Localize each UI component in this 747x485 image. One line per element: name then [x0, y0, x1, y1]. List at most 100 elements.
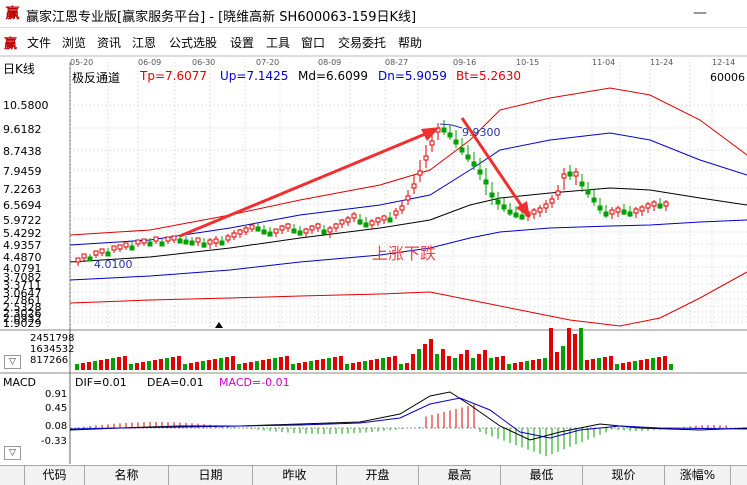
volume-bar — [429, 339, 433, 370]
column-open[interactable]: 开盘 — [336, 466, 418, 485]
price-tick: 4.0791 — [3, 262, 42, 275]
candle-body — [585, 189, 591, 195]
indicator-dn: Dn=5.9059 — [378, 69, 447, 83]
candle-body — [297, 230, 303, 236]
volume-bar — [261, 360, 265, 370]
volume-bar — [453, 358, 457, 370]
volume-bar — [435, 354, 439, 370]
candle-body — [579, 181, 585, 187]
candle-body — [117, 244, 123, 250]
volume-bar — [579, 328, 583, 370]
candle-body — [321, 229, 327, 235]
volume-bar — [237, 364, 241, 370]
volume-bar — [297, 363, 301, 370]
volume-bar — [393, 356, 397, 370]
volume-bar — [345, 364, 349, 370]
menu-window[interactable]: 窗口 — [301, 36, 326, 50]
minimize-button[interactable]: — — [693, 5, 707, 21]
volume-bar — [105, 359, 109, 370]
candle-body — [309, 225, 315, 231]
kline-chart-canvas[interactable] — [0, 0, 747, 465]
volume-bar — [291, 364, 295, 370]
price-tick: 4.4870 — [3, 251, 42, 264]
candle-body — [231, 232, 237, 238]
candle-body — [657, 203, 663, 209]
candle-body — [291, 228, 297, 234]
menu-gann[interactable]: 江恩 — [132, 36, 157, 50]
candle-body — [363, 222, 369, 228]
volume-bar — [561, 346, 565, 370]
collapse-volume-button[interactable]: ▽ — [4, 355, 21, 369]
volume-bar — [519, 362, 523, 370]
column-code[interactable]: 代码 — [24, 466, 84, 485]
price-tick: 3.0647 — [3, 287, 42, 300]
candle-body — [615, 207, 621, 213]
candle-body — [507, 209, 513, 215]
macd-tick: 0.08 — [45, 421, 68, 432]
indicator-up: Up=7.1425 — [220, 69, 289, 83]
menu-settings[interactable]: 设置 — [230, 36, 255, 50]
column-low[interactable]: 最低 — [500, 466, 582, 485]
date-tick: 11-04 — [592, 58, 616, 67]
peak-marker-line — [439, 123, 463, 129]
candle-body — [603, 211, 609, 217]
menu-browse[interactable]: 浏览 — [62, 36, 87, 50]
menu-help[interactable]: 帮助 — [398, 36, 423, 50]
column-current[interactable]: 现价 — [582, 466, 664, 485]
macd-histogram-value: MACD=-0.01 — [219, 376, 290, 389]
candle-body — [213, 238, 219, 244]
column-date[interactable]: 日期 — [168, 466, 252, 485]
price-tick: 1.9029 — [3, 317, 42, 330]
price-tick: 7.9459 — [3, 165, 42, 178]
candle-body — [495, 199, 501, 205]
candle-body — [327, 227, 333, 233]
candle-body — [333, 223, 339, 229]
volume-bar — [375, 359, 379, 370]
volume-bar — [531, 360, 535, 370]
candle-body — [129, 245, 135, 251]
candle-body — [477, 169, 483, 175]
uptrend-arrow-line — [179, 130, 431, 238]
menu-tools[interactable]: 工具 — [266, 36, 291, 50]
column-high[interactable]: 最高 — [418, 466, 500, 485]
volume-bar — [357, 362, 361, 370]
volume-bar — [585, 360, 589, 370]
menu-info[interactable]: 资讯 — [97, 36, 122, 50]
candle-body — [459, 147, 465, 153]
macd-title[interactable]: MACD — [3, 376, 36, 389]
candle-body — [147, 241, 153, 247]
candle-body — [621, 209, 627, 215]
channel-upper-line — [69, 132, 747, 246]
chart-period-tab[interactable]: 日K线 — [3, 62, 35, 76]
volume-bar — [99, 360, 103, 370]
candle-body — [285, 223, 291, 229]
volume-bar — [117, 357, 121, 370]
volume-bar — [387, 357, 391, 370]
date-tick: 07-20 — [256, 58, 280, 67]
menu-file[interactable]: 文件 — [27, 36, 52, 50]
candle-body — [237, 229, 243, 235]
menu-formula-selection[interactable]: 公式选股 — [169, 36, 218, 50]
column-change-pct[interactable]: 涨幅% — [664, 466, 730, 485]
menu-trade[interactable]: 交易委托 — [338, 36, 387, 50]
candle-body — [651, 201, 657, 207]
candle-body — [255, 226, 261, 232]
column-name[interactable]: 名称 — [84, 466, 168, 485]
volume-bar — [183, 364, 187, 370]
volume-bar — [177, 356, 181, 370]
channel-bottom-line — [69, 271, 747, 327]
column-prev-close[interactable]: 昨收 — [252, 466, 336, 485]
indicator-bt: Bt=5.2630 — [456, 69, 521, 83]
volume-bar — [279, 357, 283, 370]
collapse-macd-button[interactable]: ▽ — [4, 446, 21, 460]
candle-body — [159, 241, 165, 247]
candle-body — [195, 237, 201, 243]
candle-body — [249, 224, 255, 230]
candle-body — [75, 257, 81, 263]
volume-bar — [639, 360, 643, 370]
volume-bar — [93, 361, 97, 370]
indicator-tp: Tp=7.6077 — [140, 69, 207, 83]
volume-bar — [441, 349, 445, 370]
candle-body — [153, 236, 159, 242]
candle-body — [177, 238, 183, 244]
